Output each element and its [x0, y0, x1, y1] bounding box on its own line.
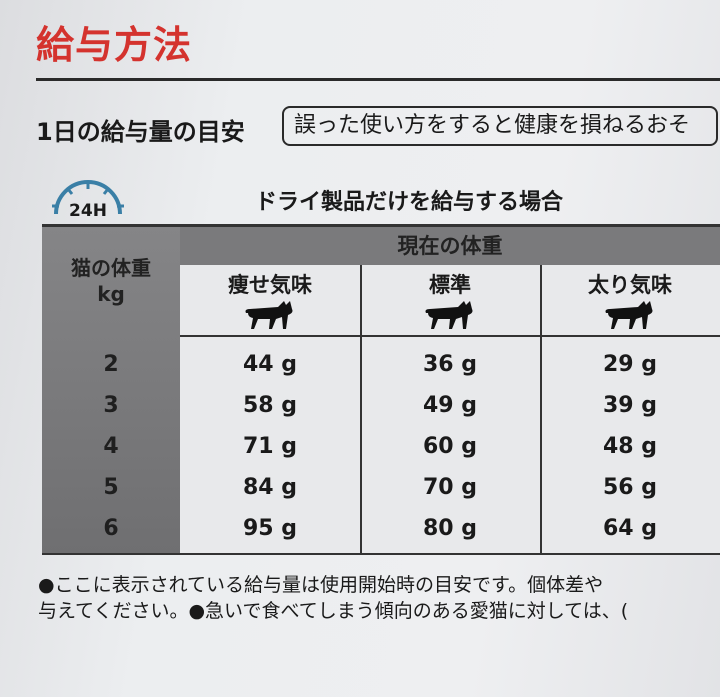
column-divider — [540, 265, 542, 553]
24h-clock-icon: 24H — [48, 166, 128, 222]
table-subtitle: ドライ製品だけを給与する場合 — [255, 190, 564, 215]
amount-cell: 71 g — [242, 434, 298, 459]
daily-guide-heading: 1日の給与量の目安 — [36, 118, 245, 146]
amount-cell: 56 g — [602, 475, 658, 500]
weight-cell: 2 — [103, 352, 119, 377]
amount-cell: 84 g — [242, 475, 298, 500]
warning-box: 誤った使い方をすると健康を損ねるおそ — [282, 106, 718, 146]
row-header-label: 猫の体重 — [71, 256, 151, 280]
amount-cell: 48 g — [602, 434, 658, 459]
cat-silhouette-icon — [242, 299, 298, 335]
weight-cell: 3 — [103, 393, 119, 418]
header-divider — [180, 335, 720, 337]
divider — [36, 78, 720, 81]
row-header: 猫の体重 kg — [42, 255, 180, 307]
amount-cell: 70 g — [422, 475, 478, 500]
column-header: 太り気味 — [588, 273, 672, 297]
feeding-table: 猫の体重 kg 現在の体重 痩せ気味 標準 太り気味 2 44 g 36 g 29 g… — [42, 224, 720, 555]
row-header-unit: kg — [97, 282, 125, 306]
amount-cell: 58 g — [242, 393, 298, 418]
column-header: 痩せ気味 — [228, 273, 312, 297]
weight-column — [42, 227, 180, 553]
footnote: 与えてください。●急いで食べてしまう傾向のある愛猫に対しては、( — [38, 600, 629, 622]
amount-cell: 36 g — [422, 352, 478, 377]
column-divider — [360, 265, 362, 553]
table-row: 2 44 g 36 g 29 g — [42, 344, 720, 385]
amount-cell: 60 g — [422, 434, 478, 459]
amount-cell: 49 g — [422, 393, 478, 418]
table-row: 6 95 g 80 g 64 g — [42, 508, 720, 549]
cat-silhouette-icon — [422, 299, 478, 335]
column-header: 標準 — [429, 273, 471, 297]
cat-silhouette-icon — [602, 299, 658, 335]
amount-cell: 80 g — [422, 516, 478, 541]
table-row: 3 58 g 49 g 39 g — [42, 385, 720, 426]
amount-cell: 95 g — [242, 516, 298, 541]
amount-cell: 29 g — [602, 352, 658, 377]
section-title: 給与方法 — [36, 23, 193, 67]
group-header: 現在の体重 — [397, 234, 503, 258]
weight-cell: 6 — [103, 516, 119, 541]
amount-cell: 44 g — [242, 352, 298, 377]
amount-cell: 39 g — [602, 393, 658, 418]
footnote: ●ここに表示されている給与量は使用開始時の目安です。個体差や — [38, 574, 604, 596]
table-body: 痩せ気味 標準 太り気味 — [180, 265, 720, 553]
weight-cell: 5 — [103, 475, 119, 500]
amount-cell: 64 g — [602, 516, 658, 541]
weight-cell: 4 — [103, 434, 119, 459]
table-row: 5 84 g 70 g 56 g — [42, 467, 720, 508]
table-row: 4 71 g 60 g 48 g — [42, 426, 720, 467]
icon-label: 24H — [69, 201, 107, 218]
